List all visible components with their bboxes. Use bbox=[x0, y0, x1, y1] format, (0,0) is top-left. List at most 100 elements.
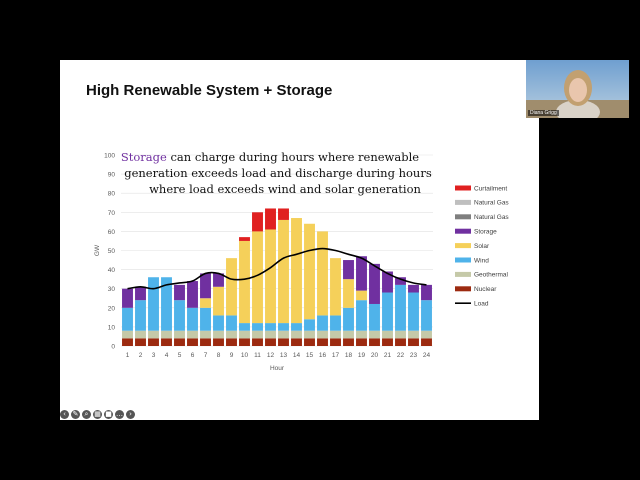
bar-geothermal bbox=[213, 330, 224, 339]
video-thumbnail[interactable]: Diana Grigg bbox=[526, 60, 629, 118]
bar-curtailment bbox=[278, 208, 289, 220]
x-tick-label: 15 bbox=[306, 352, 314, 359]
bar-solar bbox=[330, 258, 341, 316]
slide-title: High Renewable System + Storage bbox=[86, 82, 333, 99]
y-tick-label: 30 bbox=[108, 286, 116, 293]
legend-label: Solar bbox=[474, 243, 490, 250]
bar-geothermal bbox=[265, 330, 276, 339]
y-tick-label: 50 bbox=[108, 248, 116, 255]
bar-wind bbox=[174, 300, 185, 331]
bar-storage bbox=[187, 281, 198, 308]
bar-nuclear bbox=[356, 338, 367, 346]
x-tick-label: 17 bbox=[332, 352, 340, 359]
bar-wind bbox=[330, 315, 341, 331]
bar-storage bbox=[382, 271, 393, 293]
x-tick-label: 4 bbox=[165, 352, 169, 359]
bar-nuclear bbox=[291, 338, 302, 346]
bar-wind bbox=[317, 315, 328, 331]
x-tick-label: 16 bbox=[319, 352, 327, 359]
bar-wind bbox=[408, 292, 419, 331]
bar-nuclear bbox=[213, 338, 224, 346]
bar-nuclear bbox=[252, 338, 263, 346]
bar-geothermal bbox=[148, 330, 159, 339]
bar-nuclear bbox=[369, 338, 380, 346]
next-icon[interactable]: › bbox=[126, 409, 135, 419]
y-tick-label: 100 bbox=[104, 153, 115, 160]
bar-storage bbox=[356, 256, 367, 291]
bar-solar bbox=[278, 219, 289, 324]
bar-geothermal bbox=[369, 330, 380, 339]
bar-wind bbox=[122, 307, 133, 331]
y-tick-label: 20 bbox=[108, 305, 116, 312]
more-icon[interactable]: … bbox=[115, 409, 124, 419]
legend-swatch-solar bbox=[455, 243, 471, 249]
bar-solar bbox=[356, 290, 367, 301]
legend: Curtailment Natural Gas Natural Gas Storage… bbox=[455, 185, 509, 308]
x-tick-label: 14 bbox=[293, 352, 301, 359]
bar-nuclear bbox=[174, 338, 185, 346]
grid-icon[interactable]: ▦ bbox=[93, 409, 102, 419]
bar-geothermal bbox=[200, 330, 211, 339]
legend-label: Natural Gas bbox=[474, 200, 509, 207]
pen-icon[interactable]: ✎ bbox=[71, 409, 80, 419]
y-tick-label: 10 bbox=[108, 324, 116, 331]
bar-wind bbox=[356, 300, 367, 331]
x-axis-label: Hour bbox=[270, 365, 285, 372]
bar-wind bbox=[135, 300, 146, 331]
bar-nuclear bbox=[343, 338, 354, 346]
load-line-layer bbox=[127, 247, 427, 290]
bar-solar bbox=[317, 231, 328, 316]
prev-icon[interactable]: ‹ bbox=[60, 409, 69, 419]
bar-storage bbox=[421, 284, 432, 301]
bar-wind bbox=[226, 315, 237, 331]
bar-wind bbox=[304, 319, 315, 331]
bar-wind bbox=[369, 303, 380, 331]
x-tick-label: 13 bbox=[280, 352, 288, 359]
legend-swatch-wind bbox=[455, 257, 471, 263]
bar-geothermal bbox=[421, 330, 432, 339]
bar-storage bbox=[369, 263, 380, 304]
bar-geothermal bbox=[135, 330, 146, 339]
legend-swatch-curtailment bbox=[455, 185, 471, 191]
bar-wind bbox=[252, 323, 263, 331]
bar-wind bbox=[421, 300, 432, 331]
bar-nuclear bbox=[317, 338, 328, 346]
bar-storage bbox=[408, 284, 419, 293]
bar-solar bbox=[265, 229, 276, 324]
legend-label: Geothermal bbox=[474, 272, 509, 279]
bar-nuclear bbox=[278, 338, 289, 346]
bar-wind bbox=[265, 323, 276, 331]
legend-swatch-nuclear bbox=[455, 286, 471, 292]
x-tick-label: 21 bbox=[384, 352, 392, 359]
presenter-image bbox=[526, 60, 629, 118]
bar-nuclear bbox=[187, 338, 198, 346]
bar-nuclear bbox=[148, 338, 159, 346]
bar-geothermal bbox=[382, 330, 393, 339]
x-tick-label: 2 bbox=[139, 352, 143, 359]
y-tick-label: 0 bbox=[111, 344, 115, 351]
y-tick-label: 60 bbox=[108, 229, 116, 236]
bar-storage bbox=[343, 260, 354, 280]
legend-label: Load bbox=[474, 301, 489, 308]
bar-nuclear bbox=[421, 338, 432, 346]
bars bbox=[122, 208, 432, 346]
annotation-line-3: where load exceeds wind and solar genera… bbox=[149, 182, 421, 196]
y-tick-label: 80 bbox=[108, 191, 116, 198]
legend-label: Curtailment bbox=[474, 185, 507, 192]
bar-nuclear bbox=[382, 338, 393, 346]
bar-geothermal bbox=[408, 330, 419, 339]
x-tick-label: 8 bbox=[217, 352, 221, 359]
bar-nuclear bbox=[161, 338, 172, 346]
bar-wind bbox=[343, 307, 354, 331]
zoom-icon[interactable]: ⌕ bbox=[82, 409, 91, 419]
bar-storage bbox=[135, 286, 146, 301]
legend-label: Wind bbox=[474, 257, 489, 264]
bar-solar bbox=[226, 258, 237, 316]
x-tick-label: 1 bbox=[126, 352, 130, 359]
bar-solar bbox=[343, 279, 354, 308]
bar-nuclear bbox=[122, 338, 133, 346]
bar-geothermal bbox=[122, 330, 133, 339]
camera-icon[interactable]: ■ bbox=[104, 409, 113, 419]
x-tick-label: 12 bbox=[267, 352, 275, 359]
bar-wind bbox=[161, 277, 172, 331]
